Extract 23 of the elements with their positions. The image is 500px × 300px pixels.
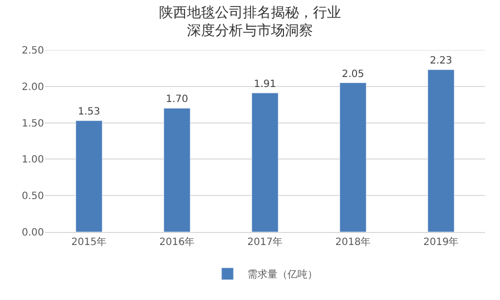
data-label: 1.53 [78,106,100,118]
bar [252,92,278,232]
bar [164,108,190,232]
text: 0.50 [22,191,44,202]
legend-label: 需求量（亿吨） [248,268,318,281]
chart-title: 陕西地毯公司排名揭秘，行业深度分析与市场洞察 [159,4,341,39]
x-tick-label: 2019年 [423,236,459,248]
bar [428,69,454,232]
text: 0.00 [22,228,44,238]
text: 2.00 [22,82,44,93]
x-tick-label: 2015年 [71,236,107,248]
data-label: 1.70 [166,94,188,106]
data-label: 1.91 [254,78,276,90]
text: 1.00 [22,154,44,166]
text: 2.50 [22,46,44,56]
x-tick-label: 2017年 [247,236,283,248]
data-label: 2.05 [342,68,364,80]
bar [76,120,102,232]
text: 1.50 [22,118,44,130]
data-label: 2.23 [430,56,452,67]
x-tick-label: 2016年 [159,236,195,248]
bar [340,82,366,232]
x-tick-label: 2018年 [335,236,371,248]
